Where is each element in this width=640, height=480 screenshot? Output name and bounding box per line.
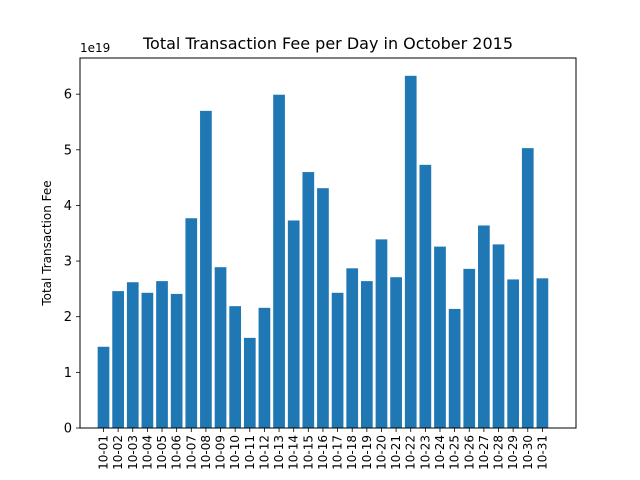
- bar-10-11: [243, 337, 256, 428]
- x-tick-label: 10-27: [477, 435, 491, 470]
- bar-10-02: [112, 291, 124, 428]
- x-tick-label: 10-02: [111, 435, 125, 470]
- x-tick-label: 10-29: [506, 435, 520, 470]
- y-tick-label: 2: [64, 310, 72, 325]
- bar-10-09: [214, 267, 227, 428]
- x-tick-label: 10-28: [492, 435, 506, 470]
- bar-10-07: [185, 218, 198, 428]
- y-tick-label: 0: [64, 422, 72, 437]
- x-tick-label: 10-25: [448, 435, 462, 470]
- x-tick-label: 10-01: [97, 435, 111, 470]
- x-tick-label: 10-18: [345, 435, 359, 470]
- y-tick-label: 1: [64, 366, 72, 381]
- bar-10-01: [97, 346, 110, 428]
- x-tick-label: 10-19: [360, 435, 374, 470]
- bar-10-12: [258, 307, 271, 428]
- x-tick-label: 10-24: [433, 435, 447, 470]
- x-tick-label: 10-16: [316, 435, 330, 470]
- bar-10-17: [331, 292, 344, 428]
- bar-10-10: [229, 306, 242, 428]
- x-tick-label: 10-22: [404, 435, 418, 470]
- y-tick-label: 5: [64, 143, 72, 158]
- x-tick-label: 10-12: [257, 435, 271, 470]
- x-tick-label: 10-31: [535, 435, 549, 470]
- bar-10-28: [492, 244, 505, 428]
- x-tick-label: 10-06: [170, 435, 184, 470]
- x-tick-label: 10-17: [331, 435, 345, 470]
- x-tick-label: 10-03: [126, 435, 140, 470]
- y-tick-label: 4: [64, 199, 72, 214]
- bar-10-30: [521, 148, 534, 428]
- bar-10-14: [287, 220, 300, 428]
- x-tick-label: 10-21: [389, 435, 403, 470]
- bar-10-20: [375, 239, 388, 428]
- bar-10-27: [478, 225, 490, 428]
- x-tick-label: 10-13: [272, 435, 286, 470]
- x-tick-label: 10-30: [521, 435, 535, 470]
- bar-10-03: [126, 282, 139, 428]
- bar-10-26: [463, 268, 476, 428]
- x-tick-label: 10-05: [155, 435, 169, 470]
- bar-10-25: [448, 308, 461, 428]
- x-axis: 10-01 10-02 10-03 10-04 10-05 10-06 10-07 10-08…: [97, 428, 549, 470]
- y-axis: 0 1 2 3 4 5 6: [64, 88, 80, 437]
- y-tick-label: 3: [64, 255, 72, 270]
- chart-title: Total Transaction Fee per Day in October…: [142, 34, 513, 53]
- bar-10-16: [317, 188, 329, 428]
- bar-10-04: [141, 292, 154, 428]
- bar-10-21: [390, 277, 402, 428]
- x-tick-label: 10-09: [214, 435, 228, 470]
- x-tick-label: 10-23: [418, 435, 432, 470]
- bar-10-31: [536, 278, 549, 428]
- bar-10-19: [360, 281, 373, 428]
- bar-10-05: [156, 281, 168, 428]
- plot-frame: [79, 57, 577, 429]
- bar-10-08: [200, 110, 212, 429]
- x-tick-label: 10-20: [374, 435, 388, 470]
- bar-10-06: [170, 293, 183, 428]
- x-tick-label: 10-15: [301, 435, 315, 470]
- y-axis-label: Total Transaction Fee: [40, 180, 54, 306]
- bar-10-15: [302, 172, 315, 428]
- x-tick-label: 10-04: [140, 435, 154, 470]
- x-tick-label: 10-14: [287, 435, 301, 470]
- x-tick-label: 10-07: [184, 435, 198, 470]
- x-tick-label: 10-08: [199, 435, 213, 470]
- bar-10-22: [404, 75, 417, 429]
- bar-10-23: [419, 164, 432, 428]
- bar-10-18: [346, 268, 359, 428]
- y-axis-scale-label: 1e19: [80, 41, 110, 55]
- bar-10-29: [507, 279, 519, 428]
- x-tick-label: 10-26: [462, 435, 476, 470]
- bar-10-13: [273, 94, 285, 428]
- y-tick-label: 6: [64, 88, 72, 103]
- x-tick-label: 10-11: [243, 435, 257, 470]
- x-tick-label: 10-10: [228, 435, 242, 470]
- bars-group: [97, 75, 549, 429]
- bar-10-24: [434, 246, 446, 428]
